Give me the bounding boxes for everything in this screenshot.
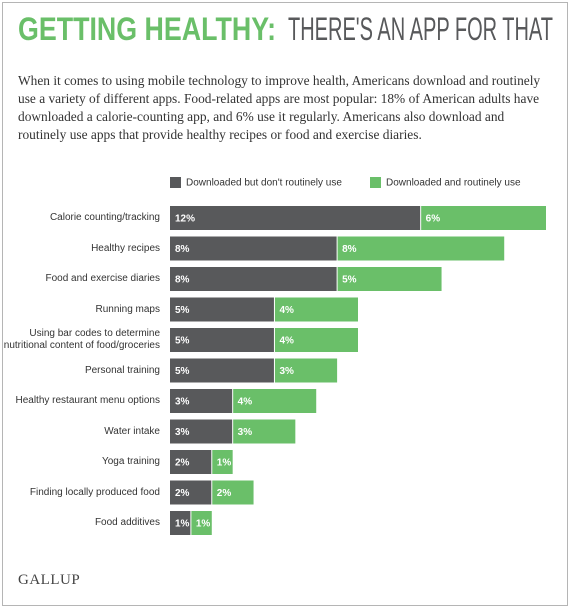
bar <box>170 419 233 444</box>
category-label: Running maps <box>95 303 160 315</box>
bar <box>170 480 212 505</box>
source: GALLUP <box>18 572 81 588</box>
bar <box>337 267 442 291</box>
value-label: 5% <box>175 305 190 316</box>
chart-title: GETTING HEALTHY: <box>18 11 276 47</box>
description: When it comes to using mobile technology… <box>18 73 541 142</box>
value-label: 6% <box>426 214 441 225</box>
value-label: 5% <box>342 275 357 286</box>
value-label: 2% <box>217 488 232 499</box>
value-label: 1% <box>217 458 232 469</box>
value-label: 1% <box>196 519 211 530</box>
value-label: 3% <box>238 427 253 438</box>
legend-swatch <box>170 177 181 188</box>
bar <box>170 511 191 535</box>
bar <box>274 297 358 322</box>
value-label: 8% <box>175 275 190 286</box>
bar <box>232 389 317 413</box>
bar <box>211 480 254 505</box>
bar <box>170 328 275 352</box>
category-label: Healthy restaurant menu options <box>15 395 160 406</box>
value-label: 8% <box>175 244 190 255</box>
category-label: Personal training <box>84 364 160 376</box>
category-label: Calorie counting/tracking <box>49 212 160 223</box>
bar <box>170 297 275 322</box>
category-label: Yoga training <box>101 456 160 467</box>
bar <box>170 236 338 261</box>
bar <box>170 358 275 383</box>
value-label: 5% <box>175 336 190 347</box>
bar <box>170 267 338 291</box>
chart-subtitle: THERE'S AN APP FOR THAT <box>288 11 553 47</box>
legend-swatch <box>370 177 381 188</box>
value-label: 2% <box>175 458 190 469</box>
bar <box>274 358 338 383</box>
legend-label: Downloaded and routinely use <box>386 178 521 189</box>
bar <box>337 236 505 261</box>
category-label: Healthy recipes <box>91 242 160 254</box>
bar <box>190 511 212 535</box>
category-label: Finding locally produced food <box>29 486 160 498</box>
value-label: 4% <box>279 305 294 316</box>
value-label: 3% <box>175 397 190 408</box>
bar <box>170 206 421 230</box>
value-label: 12% <box>175 214 195 225</box>
value-label: 1% <box>175 519 190 530</box>
value-label: 3% <box>175 427 190 438</box>
bar <box>211 450 233 474</box>
bar <box>170 389 233 413</box>
value-label: 3% <box>279 366 294 377</box>
bar <box>232 419 296 444</box>
value-label: 5% <box>175 366 190 377</box>
bar <box>274 328 358 352</box>
value-label: 4% <box>238 397 253 408</box>
value-label: 4% <box>279 336 294 347</box>
category-label: Using bar codes to determine nutritional… <box>3 328 160 351</box>
category-label: Food additives <box>94 517 160 528</box>
bar <box>420 206 546 230</box>
bar <box>170 450 212 474</box>
category-label: Food and exercise diaries <box>45 273 160 284</box>
value-label: 2% <box>175 488 190 499</box>
legend-label: Downloaded but don't routinely use <box>186 178 342 189</box>
value-label: 8% <box>342 244 357 255</box>
category-label: Water intake <box>104 425 160 437</box>
